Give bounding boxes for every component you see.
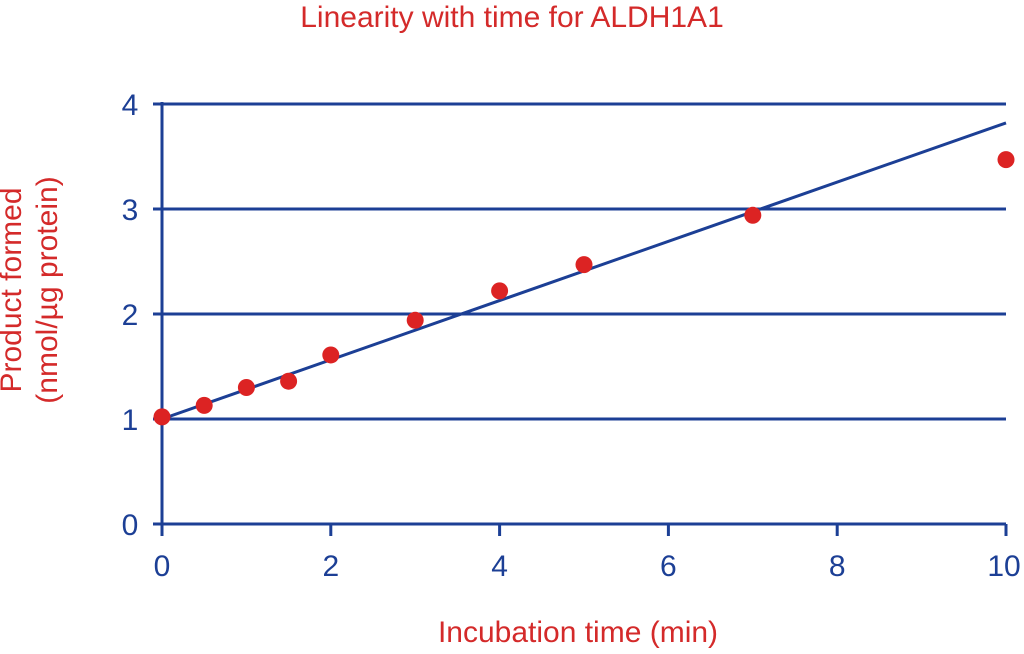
x-axis-title: Incubation time (min): [438, 616, 718, 649]
data-point-5: [322, 346, 340, 364]
y-axis-title-line-2: (nmol/µg protein): [31, 176, 64, 403]
data-point-6: [406, 311, 424, 329]
y-tick-label-0: 0: [122, 509, 139, 542]
data-point-1: [153, 408, 171, 426]
grid-lines: [162, 102, 1006, 421]
y-tick-label-3: 3: [122, 194, 139, 227]
y-tick-label-4: 4: [122, 89, 139, 122]
data-point-8: [575, 256, 593, 274]
data-point-3: [237, 379, 255, 396]
x-tick-label-10: 10: [987, 550, 1020, 583]
data-point-9: [744, 206, 762, 224]
y-tick-labels: 0 1 2 3 4: [122, 89, 139, 542]
chart-title: Linearity with time for ALDH1A1: [300, 1, 724, 34]
x-tick-label-8: 8: [829, 550, 846, 583]
x-tick-label-0: 0: [154, 550, 171, 583]
x-tick-label-4: 4: [491, 550, 508, 583]
data-point-10: [997, 151, 1015, 169]
y-tick-label-2: 2: [122, 299, 139, 332]
data-point-7: [491, 282, 509, 300]
x-tick-label-2: 2: [322, 550, 339, 583]
data-points: [153, 151, 1015, 426]
y-tick-label-1: 1: [122, 404, 139, 437]
data-point-4: [280, 372, 298, 390]
y-axis-title-line-1: Product formed: [0, 187, 28, 392]
data-point-2: [195, 396, 213, 414]
x-tick-labels: 0 2 4 6 8 10: [154, 550, 1021, 583]
x-tick-label-6: 6: [660, 550, 677, 583]
